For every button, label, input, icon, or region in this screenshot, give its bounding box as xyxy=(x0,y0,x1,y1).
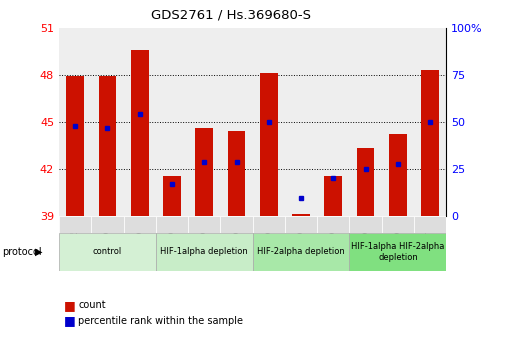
Bar xyxy=(156,233,252,271)
Text: HIF-2alpha depletion: HIF-2alpha depletion xyxy=(257,247,345,256)
Text: GDS2761 / Hs.369680-S: GDS2761 / Hs.369680-S xyxy=(151,9,311,22)
Bar xyxy=(195,128,213,216)
Bar xyxy=(421,70,439,216)
Bar xyxy=(252,216,285,233)
Text: ▶: ▶ xyxy=(35,247,43,257)
Bar xyxy=(292,214,310,216)
Bar xyxy=(382,216,414,233)
Bar xyxy=(156,216,188,233)
Bar xyxy=(163,176,181,216)
Bar xyxy=(252,233,349,271)
Text: HIF-1alpha depletion: HIF-1alpha depletion xyxy=(161,247,248,256)
Text: ■: ■ xyxy=(64,299,76,312)
Bar xyxy=(285,216,317,233)
Bar xyxy=(349,233,446,271)
Bar xyxy=(59,233,156,271)
Bar xyxy=(221,216,252,233)
Bar xyxy=(98,76,116,216)
Text: HIF-1alpha HIF-2alpha
depletion: HIF-1alpha HIF-2alpha depletion xyxy=(351,242,445,262)
Bar xyxy=(188,216,221,233)
Bar xyxy=(91,216,124,233)
Text: protocol: protocol xyxy=(3,247,42,257)
Bar xyxy=(414,216,446,233)
Bar xyxy=(389,134,407,216)
Bar xyxy=(124,216,156,233)
Bar xyxy=(59,216,91,233)
Bar xyxy=(324,176,342,216)
Bar xyxy=(357,148,374,216)
Text: percentile rank within the sample: percentile rank within the sample xyxy=(78,316,244,326)
Text: control: control xyxy=(93,247,122,256)
Bar xyxy=(66,76,84,216)
Bar xyxy=(228,131,245,216)
Bar xyxy=(349,216,382,233)
Text: count: count xyxy=(78,300,106,310)
Bar xyxy=(317,216,349,233)
Text: ■: ■ xyxy=(64,314,76,327)
Bar xyxy=(260,73,278,216)
Bar xyxy=(131,50,149,216)
